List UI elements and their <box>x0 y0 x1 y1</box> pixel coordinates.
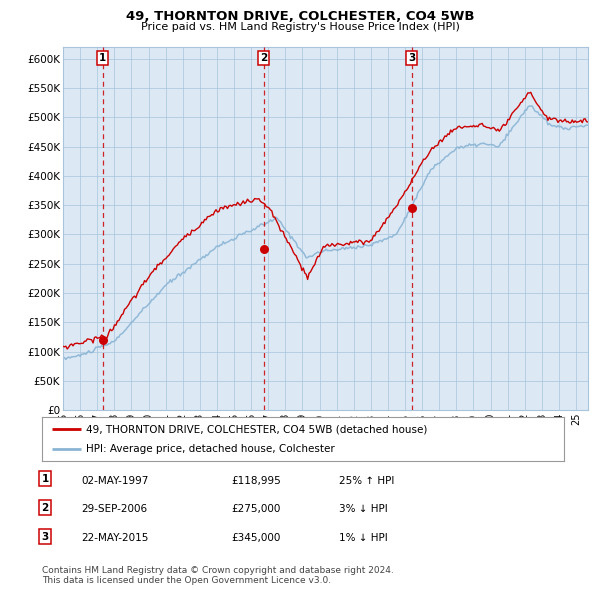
Text: 49, THORNTON DRIVE, COLCHESTER, CO4 5WB: 49, THORNTON DRIVE, COLCHESTER, CO4 5WB <box>126 10 474 23</box>
Text: This data is licensed under the Open Government Licence v3.0.: This data is licensed under the Open Gov… <box>42 576 331 585</box>
Text: 25% ↑ HPI: 25% ↑ HPI <box>339 476 394 486</box>
Text: 1% ↓ HPI: 1% ↓ HPI <box>339 533 388 543</box>
Text: 1: 1 <box>41 474 49 484</box>
Text: 1: 1 <box>99 53 106 63</box>
Text: 29-SEP-2006: 29-SEP-2006 <box>81 504 147 514</box>
Text: 02-MAY-1997: 02-MAY-1997 <box>81 476 148 486</box>
Text: Contains HM Land Registry data © Crown copyright and database right 2024.: Contains HM Land Registry data © Crown c… <box>42 566 394 575</box>
Text: £275,000: £275,000 <box>231 504 280 514</box>
Text: 2: 2 <box>41 503 49 513</box>
Text: 3% ↓ HPI: 3% ↓ HPI <box>339 504 388 514</box>
Text: 2: 2 <box>260 53 268 63</box>
Text: 3: 3 <box>41 532 49 542</box>
Text: 3: 3 <box>408 53 415 63</box>
Text: £345,000: £345,000 <box>231 533 280 543</box>
Text: HPI: Average price, detached house, Colchester: HPI: Average price, detached house, Colc… <box>86 444 335 454</box>
Text: 22-MAY-2015: 22-MAY-2015 <box>81 533 148 543</box>
Text: £118,995: £118,995 <box>231 476 281 486</box>
Text: 49, THORNTON DRIVE, COLCHESTER, CO4 5WB (detached house): 49, THORNTON DRIVE, COLCHESTER, CO4 5WB … <box>86 424 428 434</box>
Text: Price paid vs. HM Land Registry's House Price Index (HPI): Price paid vs. HM Land Registry's House … <box>140 22 460 32</box>
